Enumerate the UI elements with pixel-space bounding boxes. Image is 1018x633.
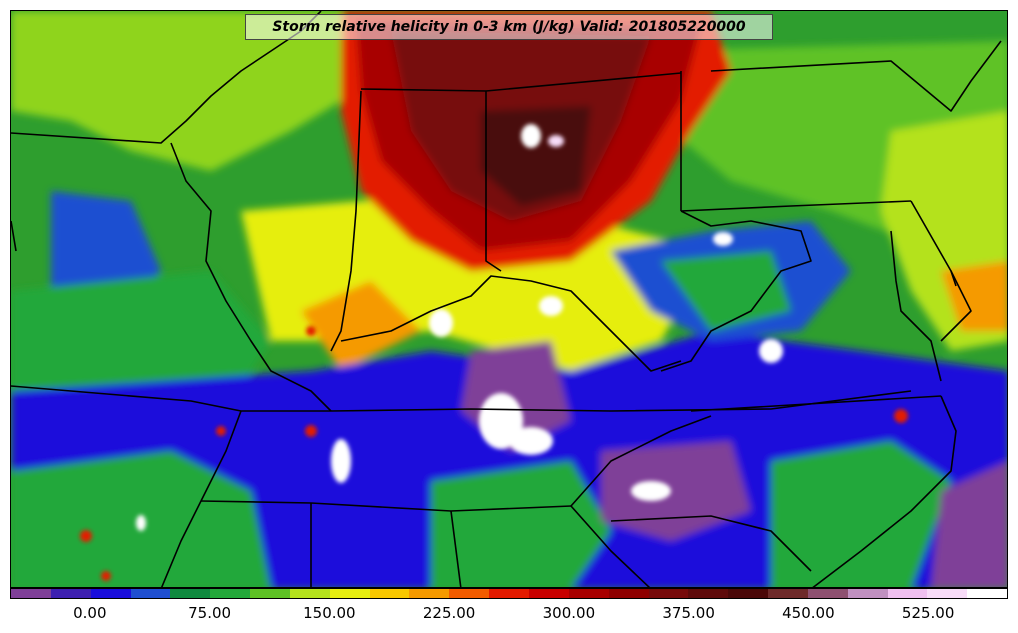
boundary-west-edge <box>11 220 17 252</box>
field-zone-orange-central <box>301 281 421 371</box>
colorbar-segment <box>568 589 609 598</box>
colorbar-segment <box>728 589 769 598</box>
boundary-ohio-river <box>340 275 682 372</box>
field-zone-maroon-deep <box>481 106 591 206</box>
colorbar-segment <box>90 589 131 598</box>
colorbar-tick-label: 300.00 <box>542 604 596 622</box>
colorbar-labels: 0.00 75.00 150.00 225.00 300.00 375.00 450.00 5… <box>10 601 1008 625</box>
boundary-indiana-ohio <box>485 91 502 272</box>
patch-10 <box>759 339 783 363</box>
field-zone-green-appalachian <box>661 251 791 331</box>
red-spots <box>80 326 908 581</box>
patch-7 <box>539 296 563 316</box>
patch-6 <box>429 309 453 337</box>
colorbar-segment <box>409 589 450 598</box>
high-value-patches <box>136 124 783 531</box>
boundary-chesapeake <box>890 230 942 382</box>
boundary-pa-south <box>680 200 912 212</box>
colorbar-segment <box>887 589 928 598</box>
boundary-east-coast <box>812 395 957 587</box>
colorbar-segment <box>130 589 171 598</box>
patch-8 <box>631 481 671 501</box>
boundary-kentucky-tennessee <box>11 385 912 412</box>
spot-2 <box>101 571 111 581</box>
boundary-nc-sc <box>610 515 812 572</box>
field-zone-purple-east-coast <box>931 461 1007 587</box>
boundary-tennessee-south <box>200 500 572 512</box>
patch-1 <box>521 124 541 148</box>
patch-5 <box>331 439 351 483</box>
colorbar-tick-label: 450.00 <box>782 604 835 622</box>
field-zone-blue-south <box>11 331 1007 587</box>
colorbar-segment <box>927 589 968 598</box>
colorbar-segment <box>768 589 808 598</box>
map-title-text: Storm relative helicity in 0-3 km (J/kg)… <box>272 19 746 35</box>
colorbar-segment <box>369 589 410 598</box>
colorbar-segment <box>11 589 51 598</box>
colorbar-segment <box>210 589 251 598</box>
field-zone-green-southcentral <box>431 461 611 587</box>
helicity-map <box>11 11 1007 587</box>
colorbar-segment <box>329 589 370 598</box>
patch-2 <box>548 135 564 147</box>
spot-3 <box>305 425 317 437</box>
colorbar-tick-label: 375.00 <box>662 604 715 622</box>
patch-4 <box>509 427 553 455</box>
patch-9 <box>713 232 733 246</box>
spot-1 <box>80 530 92 542</box>
colorbar-segment <box>648 589 689 598</box>
colorbar-segment <box>967 589 1008 598</box>
state-boundaries <box>11 11 1002 587</box>
colorbar-tick-label: 75.00 <box>188 604 232 622</box>
field-zone-yellowgreen-northwest <box>11 11 351 171</box>
colorbar-segment <box>50 589 91 598</box>
boundary-illinois-indiana <box>330 90 362 352</box>
boundary-wv-va <box>660 210 812 372</box>
spot-4 <box>894 409 908 423</box>
boundary-tn-nc <box>570 415 712 507</box>
colorbar-segment <box>608 589 649 598</box>
boundary-upper-lat <box>360 72 682 92</box>
colorbar-tick-label: 225.00 <box>422 604 476 622</box>
colorbar-segment <box>807 589 848 598</box>
boundary-iowa-illinois <box>170 142 332 412</box>
colorbar-segment <box>688 589 729 598</box>
boundary-va-nc <box>690 395 942 412</box>
colorbar-segment <box>449 589 490 598</box>
colorbar-segment <box>847 589 888 598</box>
colorbar-segment <box>250 589 290 598</box>
field-zone-green-west <box>11 271 271 401</box>
map-frame <box>10 10 1008 588</box>
colorbar-segment <box>289 589 330 598</box>
field-zone-green-southeast <box>771 441 951 587</box>
colorbar-tick-label: 150.00 <box>303 604 356 622</box>
map-title: Storm relative helicity in 0-3 km (J/kg)… <box>245 14 773 40</box>
spot-5 <box>216 426 226 436</box>
colorbar-segment <box>170 589 211 598</box>
patch-11 <box>136 515 146 531</box>
colorbar-tick-label: 0.00 <box>73 604 107 622</box>
colorbar-tick-label: 525.00 <box>901 604 955 622</box>
boundary-ga-sc <box>570 505 651 587</box>
colorbar-segment <box>489 589 529 598</box>
field-zone-orange-east <box>941 261 1007 331</box>
boundary-delmarva <box>940 270 972 342</box>
spot-6 <box>306 326 316 336</box>
boundary-al-ga <box>450 510 462 587</box>
boundary-pa-ny <box>710 40 1002 112</box>
boundary-arkansas-tn <box>160 410 242 587</box>
colorbar <box>10 588 1008 599</box>
colorbar-segment <box>528 589 569 598</box>
